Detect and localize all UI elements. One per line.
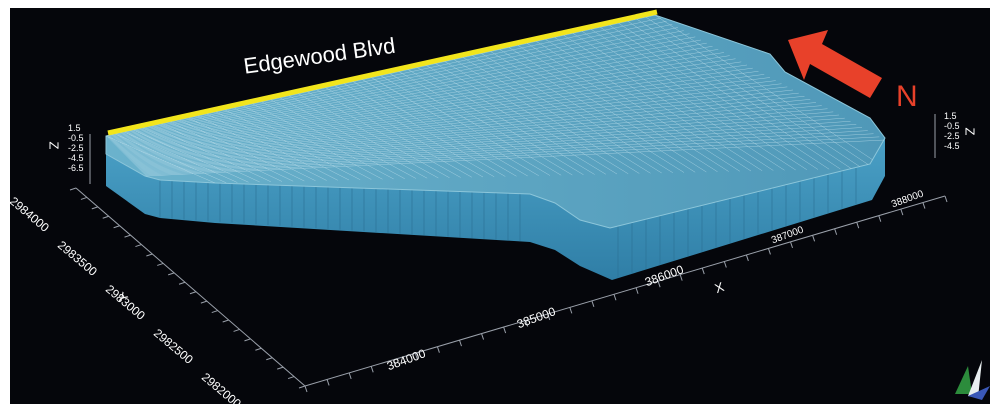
z-axis-title-left: Z — [46, 141, 62, 150]
z-tick-label: -2.5 — [944, 131, 960, 141]
model-side-wall-grid — [159, 167, 857, 278]
z-tick-label: -2.5 — [68, 143, 84, 153]
model-top-grid — [106, 15, 885, 184]
z-tick-label: -0.5 — [944, 121, 960, 131]
street-line — [107, 9, 658, 136]
model-side-wall — [106, 138, 885, 280]
z-axis-title-right: Z — [962, 127, 978, 136]
z-tick-label: -4.5 — [68, 153, 84, 163]
orientation-triad-icon — [955, 360, 990, 400]
z-tick-label: -0.5 — [68, 133, 84, 143]
y-axis-tick-marks — [69, 187, 306, 389]
north-arrow-icon — [788, 30, 882, 98]
axis-frame — [75, 114, 946, 387]
z-tick-label: -4.5 — [944, 141, 960, 151]
z-tick-label: -6.5 — [68, 163, 84, 173]
model-viewport[interactable]: Edgewood Blvd N Z 1.5 -0.5 -2.5 -4.5 -6.5 Z … — [10, 8, 990, 404]
z-tick-label: 1.5 — [68, 123, 81, 133]
x-axis-tick-marks — [304, 195, 948, 393]
z-tick-label: 1.5 — [944, 111, 957, 121]
north-label: N — [896, 80, 918, 113]
groundwater-model-3d-view — [69, 9, 990, 400]
